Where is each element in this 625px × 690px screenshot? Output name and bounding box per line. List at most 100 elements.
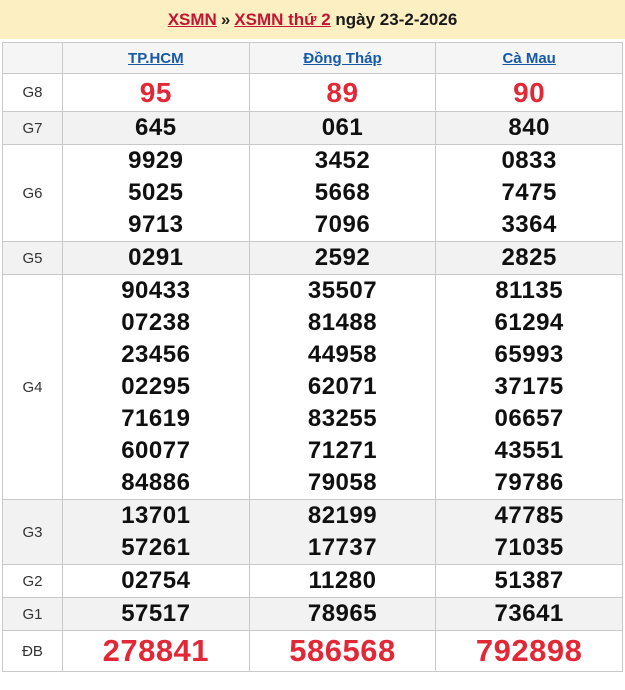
prize-number: 78965 <box>307 600 378 627</box>
prize-numbers-cell: 47785 71035 <box>435 499 623 565</box>
prize-number: 37175 <box>494 373 564 400</box>
prize-number: 13701 <box>121 502 191 529</box>
prize-number: 840 <box>508 114 550 141</box>
prize-row-G6: G6 9929 5025 9713 3452 5668 7096 0833 7475 3364 <box>2 144 623 242</box>
page-title: XSMN» XSMN thứ 2 ngày 23-2-2026 <box>0 0 625 39</box>
prize-label: G3 <box>2 499 63 565</box>
results-table: TP.HCM Đồng Tháp Cà Mau G8 95 89 90 G7 645 061… <box>2 42 623 672</box>
camau-link[interactable]: Cà Mau <box>502 49 556 67</box>
prize-row-G8: G8 95 89 90 <box>2 73 623 112</box>
prize-number: 62071 <box>307 373 378 400</box>
prize-numbers-cell: 3452 5668 7096 <box>248 144 437 242</box>
prize-number: 3364 <box>501 211 557 238</box>
prize-number: 81488 <box>307 309 378 336</box>
prize-number: 95 <box>139 77 172 108</box>
prize-numbers-cell: 89 <box>248 73 437 112</box>
prize-number: 2592 <box>314 244 371 271</box>
dongthap-link[interactable]: Đồng Tháp <box>303 49 382 67</box>
prize-number: 02754 <box>121 567 191 594</box>
prize-numbers-cell: 586568 <box>248 630 437 672</box>
column-header-tphcm: TP.HCM <box>62 42 250 74</box>
xsmn-weekday-link[interactable]: XSMN thứ 2 <box>234 10 331 29</box>
prize-numbers-cell: 90433 07238 23456 02295 71619 60077 84886 <box>62 274 250 500</box>
prize-row-G1: G1 57517 78965 73641 <box>2 597 623 631</box>
prize-number: 71619 <box>121 405 191 432</box>
prize-number: 79058 <box>307 469 378 496</box>
prize-number: 57517 <box>121 600 191 627</box>
prize-numbers-cell: 13701 57261 <box>62 499 250 565</box>
prize-numbers-cell: 35507 81488 44958 62071 83255 71271 79058 <box>248 274 437 500</box>
prize-number: 07238 <box>121 309 191 336</box>
prize-label: G7 <box>2 111 63 145</box>
prize-row-G4: G4 90433 07238 23456 02295 71619 60077 84886 355… <box>2 274 623 500</box>
prize-numbers-cell: 840 <box>435 111 623 145</box>
prize-row-G5: G5 0291 2592 2825 <box>2 241 623 275</box>
prize-label: G2 <box>2 564 63 598</box>
prize-number: 9929 <box>128 147 184 174</box>
prize-number: 81135 <box>495 277 564 304</box>
prize-number: 61294 <box>494 309 564 336</box>
tphcm-link[interactable]: TP.HCM <box>128 49 184 67</box>
prize-numbers-cell: 0291 <box>62 241 250 275</box>
prize-number: 278841 <box>102 633 210 668</box>
prize-number: 02295 <box>121 373 191 400</box>
prize-label: G6 <box>2 144 63 242</box>
prize-numbers-cell: 95 <box>62 73 250 112</box>
corner-cell <box>2 42 63 74</box>
prize-number: 3452 <box>314 147 371 174</box>
prize-numbers-cell: 11280 <box>248 564 437 598</box>
prize-number: 061 <box>321 114 364 141</box>
prize-number: 586568 <box>289 633 396 668</box>
column-header-camau: Cà Mau <box>435 42 623 74</box>
prize-numbers-cell: 2592 <box>248 241 437 275</box>
prize-number: 9713 <box>128 211 184 238</box>
prize-number: 90 <box>513 77 546 108</box>
prize-numbers-cell: 78965 <box>248 597 437 631</box>
prize-number: 82199 <box>307 502 378 529</box>
prize-numbers-cell: 73641 <box>435 597 623 631</box>
prize-row-G3: G3 13701 57261 82199 17737 47785 71035 <box>2 499 623 565</box>
prize-numbers-cell: 792898 <box>435 630 623 672</box>
prize-number: 7096 <box>314 211 371 238</box>
xsmn-link[interactable]: XSMN <box>167 10 217 29</box>
prize-label: G1 <box>2 597 63 631</box>
prize-numbers-cell: 90 <box>435 73 623 112</box>
prize-number: 84886 <box>121 469 191 496</box>
prize-number: 89 <box>326 77 359 108</box>
prize-number: 645 <box>135 114 177 141</box>
prize-row-G2: G2 02754 11280 51387 <box>2 564 623 598</box>
prize-numbers-cell: 061 <box>248 111 437 145</box>
prize-label: G8 <box>2 73 63 112</box>
results-body: G8 95 89 90 G7 645 061 840 G6 9929 5025 9713 3452 566… <box>2 73 623 672</box>
prize-number: 65993 <box>494 341 564 368</box>
title-date: ngày 23-2-2026 <box>335 10 458 29</box>
prize-number: 60077 <box>121 437 191 464</box>
prize-numbers-cell: 2825 <box>435 241 623 275</box>
prize-number: 47785 <box>494 502 564 529</box>
prize-numbers-cell: 278841 <box>62 630 250 672</box>
prize-number: 23456 <box>121 341 191 368</box>
prize-numbers-cell: 81135 61294 65993 37175 06657 43551 79786 <box>435 274 623 500</box>
prize-number: 43551 <box>494 437 564 464</box>
prize-number: 79786 <box>494 469 564 496</box>
prize-label: G4 <box>2 274 63 500</box>
prize-label: G5 <box>2 241 63 275</box>
prize-number: 2825 <box>501 244 557 271</box>
prize-label: ĐB <box>2 630 63 672</box>
prize-number: 90433 <box>121 277 191 304</box>
prize-numbers-cell: 82199 17737 <box>248 499 437 565</box>
prize-number: 73641 <box>494 600 564 627</box>
prize-number: 0833 <box>501 147 557 174</box>
prize-number: 5025 <box>128 179 184 206</box>
prize-number: 71035 <box>494 534 564 561</box>
prize-number: 71271 <box>307 437 378 464</box>
prize-numbers-cell: 02754 <box>62 564 250 598</box>
prize-number: 5668 <box>314 179 371 206</box>
prize-numbers-cell: 9929 5025 9713 <box>62 144 250 242</box>
prize-number: 792898 <box>475 633 583 668</box>
prize-number: 83255 <box>307 405 378 432</box>
table-header-row: TP.HCM Đồng Tháp Cà Mau <box>2 42 623 74</box>
prize-numbers-cell: 51387 <box>435 564 623 598</box>
prize-number: 44958 <box>307 341 378 368</box>
prize-number: 17737 <box>307 534 378 561</box>
